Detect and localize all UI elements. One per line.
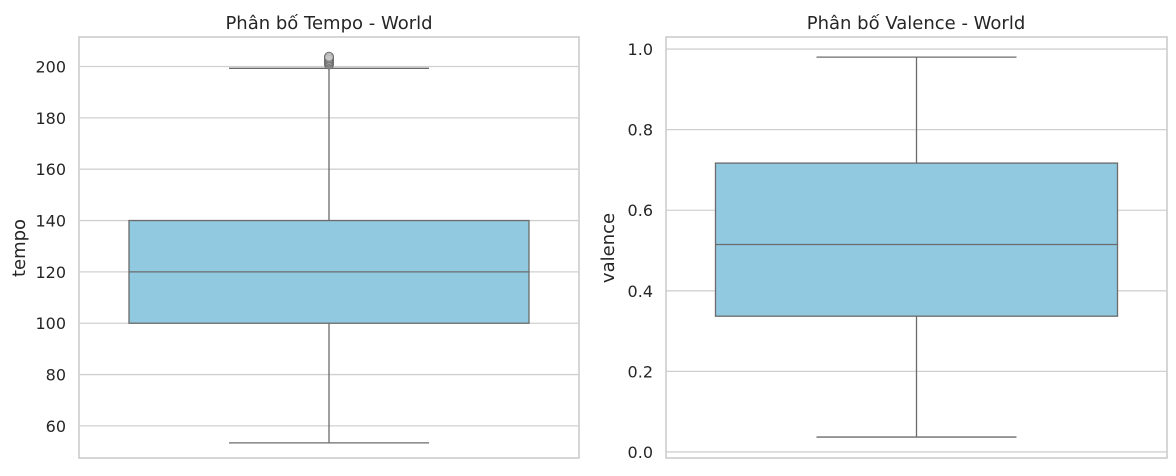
y-tick-label: 80 [46,366,66,385]
chart-title: Phân bố Valence - World [807,13,1026,34]
y-axis-label: tempo [9,219,30,277]
valence-chart: Phân bố Valence - World valence 0.00.20.… [598,13,1168,462]
y-ticks: 60 80 100 120 140 160 180 200 [35,58,66,436]
plot-area-frame [78,36,580,459]
chart-title: Phân bố Tempo - World [225,13,432,34]
y-tick-label: 0.8 [628,121,653,140]
y-tick-label: 120 [35,263,66,282]
y-tick-label: 140 [35,212,66,231]
y-axis-label: valence [598,213,619,283]
y-ticks: 0.0 0.2 0.4 0.6 0.8 1.0 [628,40,653,462]
y-tick-label: 0.0 [628,443,653,462]
y-tick-label: 100 [35,314,66,333]
y-tick-label: 1.0 [628,40,653,59]
y-tick-label: 0.4 [628,282,653,301]
plot-area-frame [665,36,1168,459]
y-tick-label: 60 [46,417,66,436]
iqr-box [714,162,1119,317]
boxplot [714,56,1119,438]
y-tick-label: 180 [35,109,66,128]
y-tick-label: 0.2 [628,362,653,381]
y-tick-label: 200 [35,58,66,77]
outlier-point [324,51,334,62]
boxplot [128,51,530,444]
y-tick-label: 160 [35,160,66,179]
tempo-chart: Phân bố Tempo - World tempo 60 80 100 120 14… [9,13,580,459]
y-tick-label: 0.6 [628,201,653,220]
